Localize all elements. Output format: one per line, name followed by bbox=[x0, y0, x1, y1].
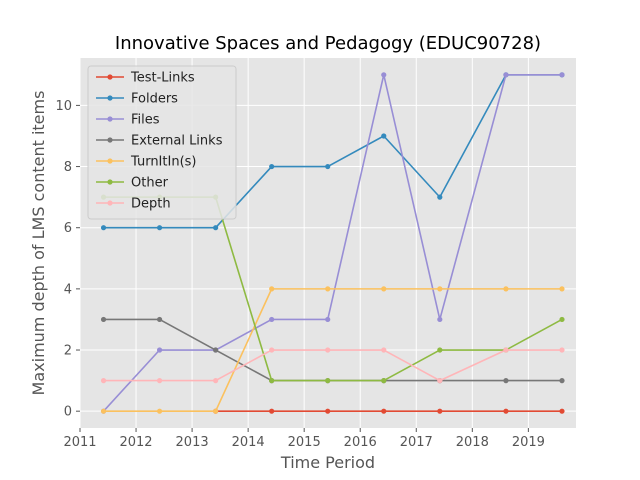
legend-label: External Links bbox=[131, 134, 223, 149]
y-tick-label: 8 bbox=[64, 160, 72, 175]
data-point-other bbox=[559, 316, 565, 323]
data-point-depth bbox=[503, 347, 509, 353]
data-point-folders bbox=[325, 163, 331, 170]
data-point-folders bbox=[437, 194, 443, 200]
legend-marker bbox=[107, 179, 113, 185]
data-point-external-links bbox=[503, 378, 509, 384]
legend-marker bbox=[107, 74, 113, 80]
x-tick-label: 2016 bbox=[344, 435, 377, 450]
legend-label: Other bbox=[131, 176, 169, 191]
x-tick-label: 2014 bbox=[232, 435, 265, 450]
data-point-files bbox=[381, 72, 387, 78]
series-turnitin-s bbox=[100, 286, 565, 414]
legend-item-external-links: External Links bbox=[96, 134, 223, 149]
data-point-test-links bbox=[503, 408, 509, 414]
y-tick-label: 2 bbox=[64, 344, 72, 359]
y-axis-ticks: 0 2 4 6 8 10 bbox=[55, 99, 80, 420]
legend-item-turnitin-s: TurnItIn(s) bbox=[96, 155, 196, 170]
data-point-turnitin-s bbox=[437, 286, 443, 292]
data-point-folders bbox=[269, 163, 275, 170]
data-point-test-links bbox=[381, 408, 387, 414]
data-point-external-links bbox=[559, 378, 565, 384]
data-point-depth bbox=[325, 347, 331, 353]
x-axis-ticks: 2011 2012 2013 2014 2015 2016 2017 2018 2019 bbox=[63, 428, 545, 450]
legend-marker bbox=[107, 137, 113, 143]
legend-label: Test-Links bbox=[130, 71, 195, 86]
data-point-turnitin-s bbox=[503, 286, 509, 292]
data-point-depth bbox=[381, 347, 387, 353]
data-point-external-links bbox=[100, 316, 107, 323]
data-point-external-links bbox=[156, 316, 163, 323]
legend-item-folders: Folders bbox=[96, 92, 178, 107]
legend-label: TurnItIn(s) bbox=[130, 155, 196, 170]
data-point-files bbox=[269, 316, 275, 323]
data-point-depth bbox=[269, 347, 275, 353]
legend-label: Files bbox=[131, 113, 160, 128]
legend-marker bbox=[107, 95, 113, 101]
x-tick-label: 2012 bbox=[119, 435, 152, 450]
series-depth bbox=[100, 347, 565, 384]
legend-marker bbox=[107, 116, 113, 122]
data-point-turnitin-s bbox=[381, 286, 387, 292]
legend-item-files: Files bbox=[96, 113, 160, 128]
data-point-turnitin-s bbox=[100, 408, 107, 414]
x-tick-label: 2018 bbox=[456, 435, 489, 450]
legend-marker bbox=[107, 158, 113, 164]
chart-title: Innovative Spaces and Pedagogy (EDUC9072… bbox=[115, 33, 541, 54]
data-point-other bbox=[437, 347, 443, 353]
legend: Test-Links Folders Files External Links Turn… bbox=[87, 65, 237, 220]
legend-item-depth: Depth bbox=[96, 197, 171, 212]
y-tick-label: 4 bbox=[64, 282, 72, 297]
data-point-depth bbox=[559, 347, 565, 353]
data-point-folders bbox=[381, 133, 387, 139]
legend-label: Depth bbox=[131, 197, 171, 212]
data-point-test-links bbox=[437, 408, 443, 414]
data-point-test-links bbox=[269, 408, 275, 414]
x-tick-label: 2015 bbox=[288, 435, 321, 450]
data-point-turnitin-s bbox=[156, 408, 163, 414]
data-point-folders bbox=[100, 225, 107, 231]
y-tick-label: 6 bbox=[64, 221, 72, 236]
legend-box bbox=[87, 65, 237, 220]
data-point-depth bbox=[213, 378, 219, 384]
x-tick-label: 2013 bbox=[176, 435, 209, 450]
data-point-files bbox=[503, 72, 509, 78]
legend-item-other: Other bbox=[96, 176, 169, 191]
y-axis-label: Maximum depth of LMS content items bbox=[29, 91, 48, 396]
data-point-depth bbox=[100, 378, 107, 384]
data-point-files bbox=[156, 347, 163, 353]
data-point-test-links bbox=[325, 408, 331, 414]
legend-marker bbox=[107, 200, 113, 206]
data-point-files bbox=[559, 72, 565, 78]
legend-item-test-links: Test-Links bbox=[96, 71, 195, 86]
x-tick-label: 2011 bbox=[63, 435, 96, 450]
data-point-turnitin-s bbox=[559, 286, 565, 292]
data-point-other bbox=[269, 378, 275, 384]
data-point-turnitin-s bbox=[325, 286, 331, 292]
y-tick-label: 10 bbox=[55, 99, 72, 114]
data-point-depth bbox=[437, 378, 443, 384]
y-tick-label: 0 bbox=[64, 405, 72, 420]
legend-label: Folders bbox=[131, 92, 178, 107]
data-point-files bbox=[325, 316, 331, 323]
data-point-folders bbox=[156, 225, 163, 231]
data-point-other bbox=[381, 378, 387, 384]
data-point-depth bbox=[156, 378, 163, 384]
x-tick-label: 2017 bbox=[400, 435, 433, 450]
data-point-folders bbox=[213, 225, 219, 231]
data-point-test-links bbox=[559, 408, 565, 414]
data-point-turnitin-s bbox=[269, 286, 275, 292]
data-point-other bbox=[325, 378, 331, 384]
data-point-external-links bbox=[213, 347, 219, 353]
x-axis-label: Time Period bbox=[280, 453, 375, 472]
data-point-turnitin-s bbox=[213, 408, 219, 414]
x-tick-label: 2019 bbox=[512, 435, 545, 450]
data-point-files bbox=[437, 316, 443, 323]
